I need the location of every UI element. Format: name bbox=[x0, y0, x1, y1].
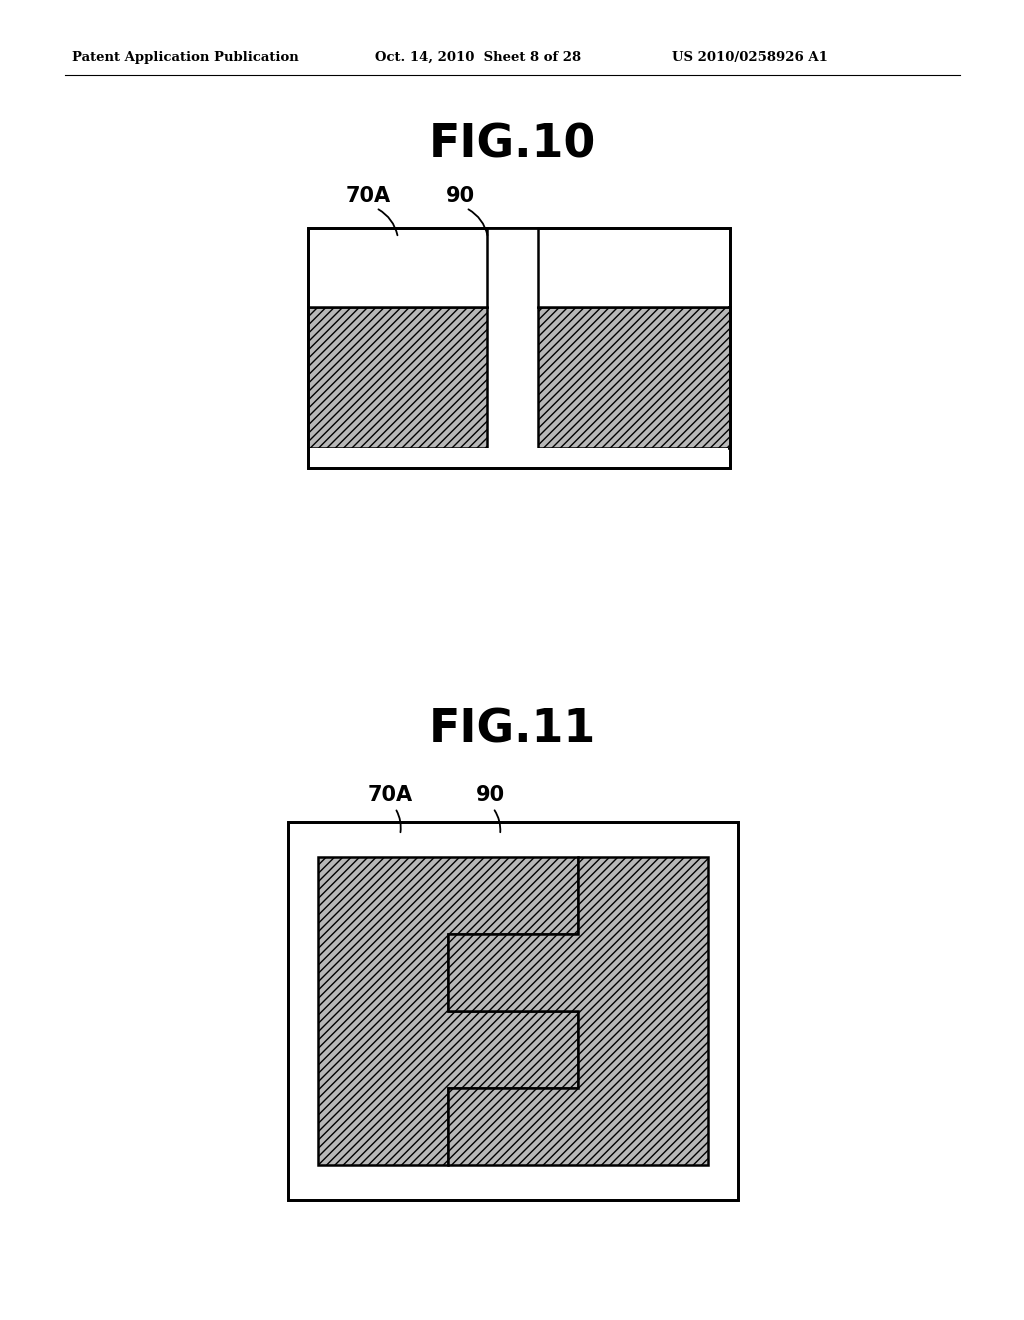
Text: FIG.11: FIG.11 bbox=[428, 708, 596, 752]
Bar bbox=[288, 822, 738, 1200]
Polygon shape bbox=[318, 857, 578, 1166]
Bar bbox=[310, 230, 728, 308]
Bar bbox=[310, 447, 728, 466]
Text: 90: 90 bbox=[445, 186, 474, 206]
Bar bbox=[288, 822, 738, 1200]
Text: US 2010/0258926 A1: US 2010/0258926 A1 bbox=[672, 50, 827, 63]
Bar bbox=[308, 228, 730, 469]
Bar bbox=[538, 308, 730, 447]
Text: 70A: 70A bbox=[368, 785, 413, 805]
Text: Patent Application Publication: Patent Application Publication bbox=[72, 50, 299, 63]
Bar bbox=[487, 228, 538, 308]
Bar bbox=[308, 228, 730, 469]
Text: 70A: 70A bbox=[345, 186, 390, 206]
Polygon shape bbox=[449, 857, 708, 1166]
Text: FIG.10: FIG.10 bbox=[428, 123, 596, 168]
Text: Oct. 14, 2010  Sheet 8 of 28: Oct. 14, 2010 Sheet 8 of 28 bbox=[375, 50, 582, 63]
Bar bbox=[308, 308, 487, 447]
Text: 90: 90 bbox=[475, 785, 505, 805]
